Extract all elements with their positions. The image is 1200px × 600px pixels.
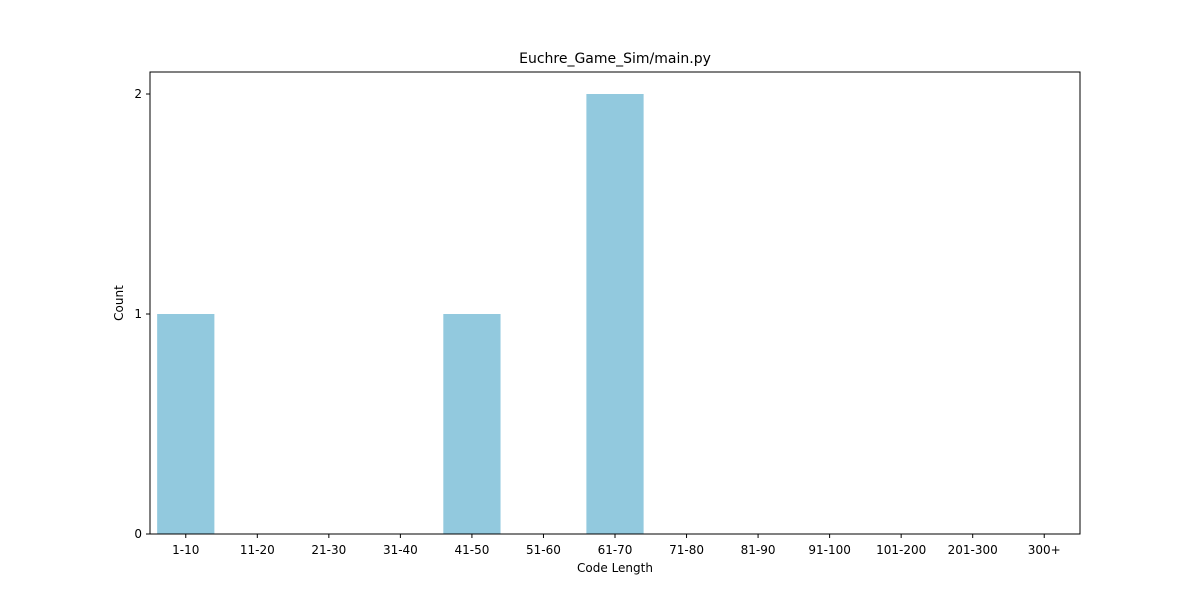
bars-group [157, 94, 644, 534]
x-tick-label: 21-30 [311, 543, 346, 557]
y-tick-label: 0 [134, 527, 142, 541]
x-axis-label: Code Length [577, 561, 653, 575]
x-tick-label: 201-300 [948, 543, 998, 557]
chart-title: Euchre_Game_Sim/main.py [519, 51, 711, 67]
y-tick-label: 2 [134, 87, 142, 101]
x-tick-label: 1-10 [172, 543, 199, 557]
bar-41-50 [443, 314, 501, 534]
x-tick-label: 41-50 [454, 543, 489, 557]
bar-61-70 [586, 94, 644, 534]
x-tick-label: 91-100 [808, 543, 851, 557]
y-axis: 0 1 2 [134, 87, 150, 541]
x-axis: 1-10 11-20 21-30 31-40 41-50 51-60 61-70 71-80 8… [172, 534, 1061, 557]
x-tick-label: 51-60 [526, 543, 561, 557]
x-tick-label: 71-80 [669, 543, 704, 557]
x-tick-label: 61-70 [598, 543, 633, 557]
y-tick-label: 1 [134, 307, 142, 321]
x-tick-label: 81-90 [741, 543, 776, 557]
x-tick-label: 31-40 [383, 543, 418, 557]
x-tick-label: 11-20 [240, 543, 275, 557]
bar-1-10 [157, 314, 215, 534]
x-tick-label: 300+ [1028, 543, 1061, 557]
x-tick-label: 101-200 [876, 543, 926, 557]
y-axis-label: Count [112, 285, 126, 321]
